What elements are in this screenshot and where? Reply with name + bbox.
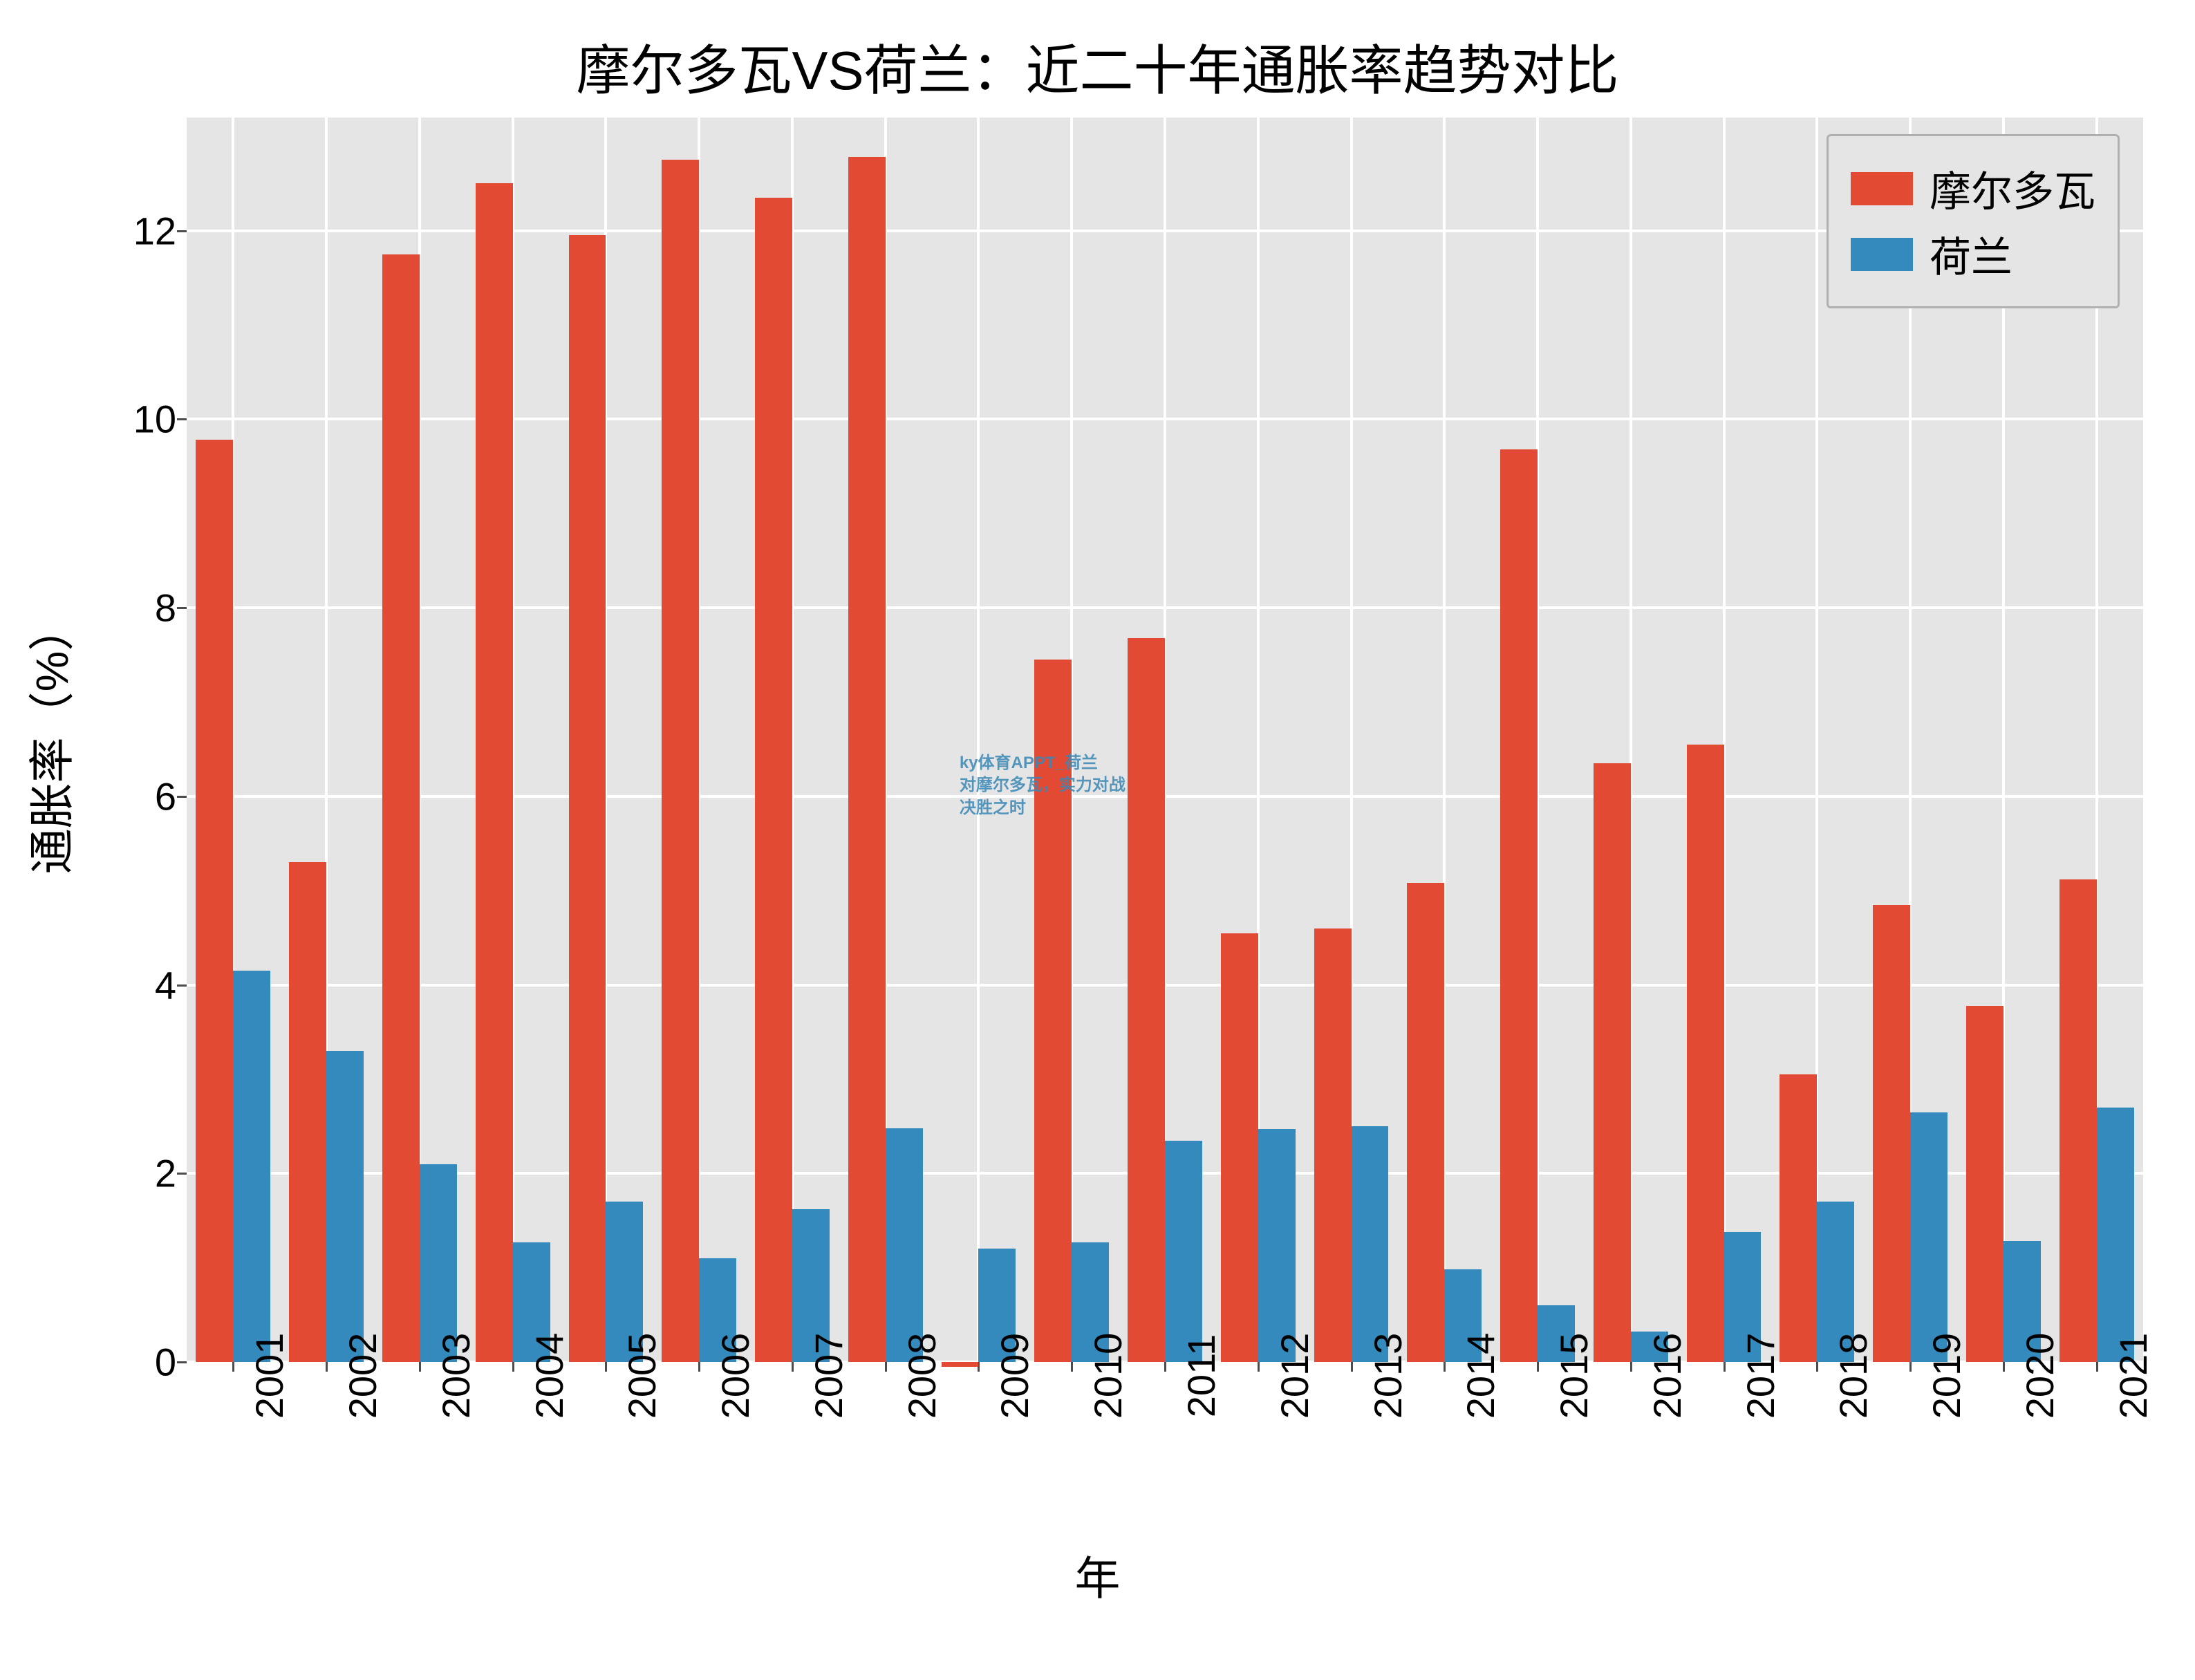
bar-series-1 [1128,638,1165,1362]
x-tick-mark [1164,1362,1166,1372]
bar-series-1 [1873,905,1910,1362]
bar-series-1 [755,198,792,1362]
bar-series-2 [1165,1141,1202,1362]
bar-series-1 [1314,928,1352,1362]
x-tick-label: 2018 [1831,1333,1876,1419]
x-tick-mark [1258,1362,1260,1372]
x-tick-label: 2001 [247,1333,292,1419]
y-tick-label: 2 [107,1151,176,1196]
y-tick-mark [177,607,187,609]
bar-series-2 [1258,1129,1296,1362]
chart-title: 摩尔多瓦VS荷兰：近二十年通胀率趋势对比 [0,28,2195,105]
x-tick-mark [1071,1362,1073,1372]
legend-label: 荷兰 [1930,224,2012,284]
bar-series-1 [848,157,886,1362]
chart-container: 摩尔多瓦VS荷兰：近二十年通胀率趋势对比 ky体育APPT_荷兰对摩尔多瓦，实力… [0,0,2195,1680]
x-tick-mark [792,1362,794,1372]
x-tick-mark [885,1362,887,1372]
grid-line-vertical [977,118,980,1362]
x-tick-label: 2014 [1458,1333,1503,1419]
legend-swatch [1851,172,1913,205]
bar-series-1 [196,440,233,1362]
x-tick-mark [2096,1362,2098,1372]
x-tick-mark [512,1362,514,1372]
legend: 摩尔多瓦荷兰 [1827,134,2120,308]
bar-series-1 [1780,1074,1817,1362]
x-tick-label: 2003 [433,1333,478,1419]
y-tick-label: 10 [107,397,176,442]
x-tick-label: 2007 [806,1333,851,1419]
x-tick-label: 2011 [1179,1334,1224,1417]
bar-series-1 [1221,933,1258,1362]
y-tick-label: 6 [107,774,176,819]
x-tick-mark [1816,1362,1818,1372]
y-tick-mark [177,418,187,420]
bar-series-2 [2097,1108,2134,1362]
x-tick-label: 2012 [1272,1333,1317,1419]
bar-series-2 [326,1051,364,1362]
x-tick-label: 2015 [1551,1333,1596,1419]
bar-series-1 [1594,763,1631,1362]
bar-series-1 [1687,745,1724,1362]
x-tick-mark [698,1362,700,1372]
x-tick-mark [1630,1362,1632,1372]
bar-series-1 [662,160,699,1362]
x-tick-label: 2020 [2017,1333,2062,1419]
y-axis-label: 通胀率（%） [15,606,82,875]
x-tick-mark [232,1362,234,1372]
x-tick-mark [605,1362,607,1372]
watermark-text: ky体育APPT_荷兰对摩尔多瓦，实力对战决胜之时 [960,752,1125,819]
legend-item: 摩尔多瓦 [1851,158,2095,218]
x-tick-label: 2010 [1085,1333,1130,1419]
bar-series-2 [886,1128,923,1362]
bar-series-1 [382,254,420,1362]
y-tick-mark [177,796,187,798]
y-tick-label: 0 [107,1340,176,1385]
plot-area: ky体育APPT_荷兰对摩尔多瓦，实力对战决胜之时 摩尔多瓦荷兰 [187,118,2143,1362]
y-tick-label: 4 [107,962,176,1007]
x-axis-label: 年 [0,1542,2195,1608]
y-tick-mark [177,1173,187,1175]
bar-series-1 [2059,879,2097,1362]
bar-series-1 [1966,1006,2003,1362]
x-tick-label: 2004 [527,1333,572,1419]
bar-series-1 [476,183,513,1362]
x-tick-label: 2008 [899,1333,944,1419]
bar-series-2 [1352,1126,1389,1362]
x-tick-label: 2009 [992,1333,1037,1419]
y-tick-label: 8 [107,586,176,631]
y-tick-mark [177,984,187,987]
y-tick-label: 12 [107,208,176,253]
y-tick-mark [177,230,187,232]
x-tick-mark [419,1362,421,1372]
x-tick-label: 2002 [340,1333,385,1419]
x-tick-mark [2003,1362,2005,1372]
legend-swatch [1851,238,1913,271]
x-tick-mark [1909,1362,1912,1372]
legend-label: 摩尔多瓦 [1930,158,2095,218]
x-tick-label: 2016 [1645,1333,1690,1419]
bar-series-2 [1910,1112,1948,1362]
x-tick-label: 2019 [1924,1333,1969,1419]
bar-series-1 [1407,883,1444,1362]
bar-series-1 [289,862,326,1362]
x-tick-mark [1724,1362,1726,1372]
x-tick-mark [1351,1362,1353,1372]
legend-item: 荷兰 [1851,224,2095,284]
bar-series-1 [569,235,606,1362]
bar-series-1 [942,1362,979,1367]
bar-series-1 [1500,449,1538,1362]
x-tick-mark [1444,1362,1446,1372]
x-tick-mark [1537,1362,1539,1372]
x-tick-mark [326,1362,328,1372]
bar-series-2 [233,971,270,1362]
x-tick-label: 2021 [2111,1333,2156,1419]
x-tick-label: 2017 [1738,1333,1783,1419]
x-tick-label: 2006 [713,1333,758,1419]
y-tick-mark [177,1361,187,1363]
x-tick-label: 2013 [1365,1333,1410,1419]
x-tick-label: 2005 [619,1333,664,1419]
